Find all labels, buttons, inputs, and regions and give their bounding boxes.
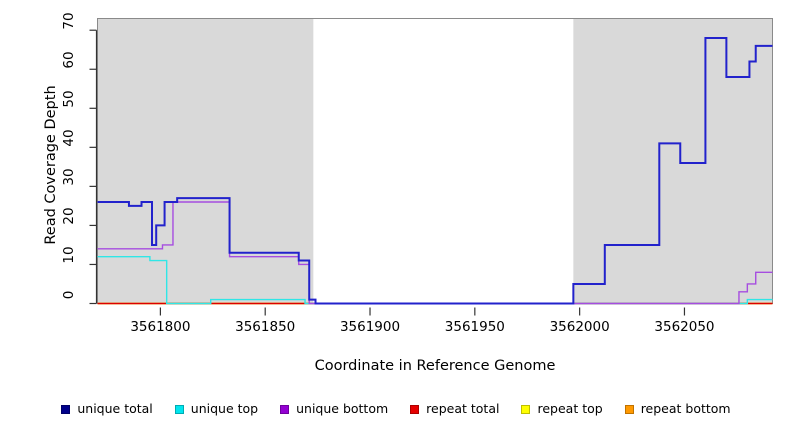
legend-label: repeat top bbox=[537, 400, 603, 416]
x-tick-label: 3561950 bbox=[444, 318, 505, 335]
y-tick-label: 10 bbox=[61, 246, 77, 265]
background-band-0 bbox=[97, 18, 314, 304]
legend-swatch-icon bbox=[280, 404, 290, 414]
legend-label: unique total bbox=[77, 400, 153, 416]
legend-item[interactable]: unique total bbox=[61, 400, 153, 416]
legend-swatch-icon bbox=[61, 404, 71, 414]
legend-swatch-icon bbox=[174, 404, 184, 414]
series-line-unique-top bbox=[97, 255, 773, 305]
legend-swatch-icon bbox=[521, 404, 531, 414]
legend-swatch-icon bbox=[624, 404, 634, 414]
y-tick-label: 20 bbox=[61, 207, 77, 225]
legend-label: unique top bbox=[190, 400, 259, 416]
legend-label: unique bottom bbox=[296, 400, 389, 416]
series-line-unique-bottom bbox=[97, 201, 773, 305]
legend-item[interactable]: unique top bbox=[174, 400, 259, 416]
y-tick-label: 0 bbox=[61, 290, 77, 299]
x-tick-label: 3562050 bbox=[654, 318, 715, 335]
chart-legend: unique total unique top unique bottom repea… bbox=[0, 396, 792, 422]
x-tick-label: 3561850 bbox=[235, 318, 296, 335]
legend-item[interactable]: repeat total bbox=[410, 400, 500, 416]
y-tick-label: 40 bbox=[61, 129, 77, 147]
y-tick-label: 60 bbox=[61, 51, 77, 69]
legend-item[interactable]: unique bottom bbox=[280, 400, 389, 416]
legend-label: repeat total bbox=[426, 400, 500, 416]
legend-item[interactable]: repeat top bbox=[521, 400, 603, 416]
y-tick-label: 30 bbox=[61, 168, 77, 186]
legend-label: repeat bottom bbox=[640, 400, 731, 416]
x-tick-label: 3561900 bbox=[339, 318, 401, 335]
background-band-2 bbox=[573, 18, 773, 304]
series-line-unique-total bbox=[97, 37, 773, 305]
legend-item[interactable]: repeat bottom bbox=[624, 400, 731, 416]
legend-swatch-icon bbox=[410, 404, 420, 414]
y-tick-label: 70 bbox=[61, 12, 77, 30]
x-axis-title: Coordinate in Reference Genome bbox=[314, 358, 556, 374]
x-tick-label: 3561800 bbox=[130, 318, 191, 335]
y-tick-label: 50 bbox=[61, 90, 77, 108]
x-tick-label: 3562000 bbox=[549, 318, 610, 335]
background-band-1 bbox=[313, 18, 574, 304]
